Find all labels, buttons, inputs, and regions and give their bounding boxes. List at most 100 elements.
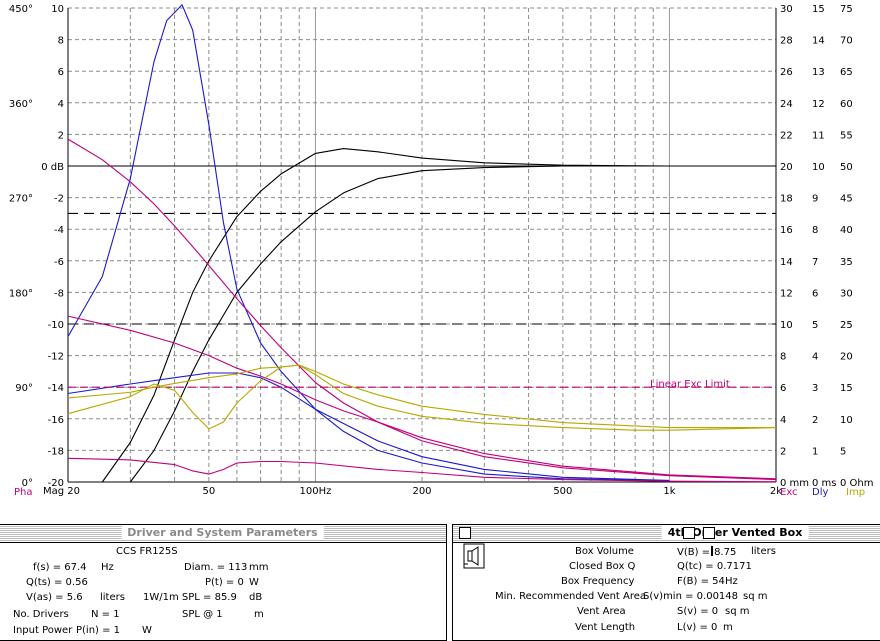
tick-label-phase: 270° xyxy=(9,194,33,205)
tick-label-magnitude: 6 xyxy=(58,67,64,78)
min-vent-area-value: S(v)min = 0.00148 xyxy=(643,591,739,602)
spl-1w1m-field[interactable]: 1W/1m SPL = 85.9 xyxy=(143,592,237,603)
tick-label-right-0: 24 xyxy=(780,99,793,110)
tick-label-magnitude: -20 xyxy=(48,478,64,489)
tick-label-magnitude: 10 xyxy=(51,4,64,15)
tick-label-right-0: 2 xyxy=(780,446,786,457)
input-power-field[interactable]: P(in) = 1 xyxy=(76,625,121,636)
tick-label-right-0: 30 xyxy=(780,4,793,15)
close-box-icon[interactable] xyxy=(459,527,471,539)
tick-label-right-0: 4 xyxy=(780,415,786,426)
tick-label-right-0: 6 xyxy=(780,383,786,394)
tick-label-magnitude: -14 xyxy=(48,383,64,394)
vent-length-label: Vent Length xyxy=(575,622,636,633)
box-volume-prefix: V(B) = xyxy=(677,547,711,558)
tick-label-magnitude: -12 xyxy=(48,352,64,363)
tick-label-magnitude: -4 xyxy=(54,225,64,236)
tick-label-magnitude: -2 xyxy=(54,194,64,205)
no-drivers-field[interactable]: N = 1 xyxy=(91,609,120,620)
tick-label-right-2: 70 xyxy=(840,36,853,47)
tick-label-right-0: 22 xyxy=(780,130,793,141)
tick-label-right-1: 6 xyxy=(812,288,818,299)
collapse-box-icon[interactable] xyxy=(703,527,715,539)
vent-area-label: Vent Area xyxy=(577,606,626,617)
tick-label-phase: 180° xyxy=(9,288,33,299)
tick-label-x: 50 xyxy=(203,486,216,497)
tick-label-right-1: 7 xyxy=(812,257,818,268)
tick-label-right-2: 75 xyxy=(840,4,853,15)
vented-box-title: 4th Order Vented Box xyxy=(661,526,809,539)
tick-label-right-1: 3 xyxy=(812,383,818,394)
annotation-linear-exc-limit: Linear Exc Limit xyxy=(650,379,730,390)
speaker-box-icon xyxy=(463,543,485,569)
vented-box-titlebar[interactable]: 4th Order Vented Box xyxy=(453,525,880,543)
tick-label-right-2: 45 xyxy=(840,194,853,205)
tick-label-right-1: 12 xyxy=(812,99,825,110)
vas-field[interactable]: V(as) = 5.6 xyxy=(26,592,83,603)
box-volume-unit: liters xyxy=(751,546,776,557)
tick-label-right-0: 16 xyxy=(780,225,793,236)
series-line-excursion-7 xyxy=(67,138,777,481)
no-drivers-label: No. Drivers xyxy=(13,609,69,620)
box-volume-label: Box Volume xyxy=(575,546,634,557)
driver-parameters-titlebar[interactable]: Driver and System Parameters xyxy=(0,525,446,543)
vent-length-field[interactable]: L(v) = 0 xyxy=(677,622,718,633)
tick-label-right-2: 0 Ohm xyxy=(840,478,874,489)
tick-label-magnitude: -10 xyxy=(48,320,64,331)
axis-label-delay: Dly xyxy=(812,487,828,498)
fs-unit: Hz xyxy=(101,562,114,573)
tick-label-right-2: 50 xyxy=(840,162,853,173)
series-line-magnitude-0 xyxy=(68,148,670,483)
diam-unit: mm xyxy=(249,562,269,573)
series-line-delay-5 xyxy=(67,4,670,482)
qts-field[interactable]: Q(ts) = 0.56 xyxy=(26,577,88,588)
series-line-excursion-8 xyxy=(67,315,777,480)
zoom-box-icon[interactable] xyxy=(683,527,695,539)
series-line-impedance-12 xyxy=(67,364,776,429)
tick-label-right-0: 20 xyxy=(780,162,793,173)
fs-field[interactable]: f(s) = 67.4 xyxy=(33,562,87,573)
tick-label-right-2: 5 xyxy=(840,446,846,457)
vent-length-unit: m xyxy=(723,622,733,633)
chart-plot-area xyxy=(67,4,777,483)
tick-label-x: 2k xyxy=(770,486,782,497)
series-line-magnitude-1 xyxy=(68,165,670,483)
tick-label-right-1: 13 xyxy=(812,67,825,78)
driver-parameters-window[interactable]: Driver and System Parameters CCS FR125S … xyxy=(0,524,447,641)
tick-label-right-1: 4 xyxy=(812,352,818,363)
tick-label-right-2: 25 xyxy=(840,320,853,331)
tick-label-phase: 0° xyxy=(22,478,33,489)
tick-label-magnitude: -18 xyxy=(48,446,64,457)
tick-label-right-2: 35 xyxy=(840,257,853,268)
tick-label-magnitude: 2 xyxy=(58,130,64,141)
box-volume-value[interactable]: 8.75 xyxy=(714,547,737,558)
box-frequency-field[interactable]: F(B) = 54 xyxy=(677,576,725,587)
tick-label-right-2: 15 xyxy=(840,383,853,394)
box-volume-field[interactable]: V(B) = 8.75 xyxy=(677,546,736,558)
spl-at-field[interactable]: SPL @ 1 xyxy=(182,609,223,620)
tick-label-right-2: 60 xyxy=(840,99,853,110)
min-vent-area-unit: sq m xyxy=(743,591,768,602)
tick-label-right-1: 9 xyxy=(812,194,818,205)
tick-label-magnitude: 8 xyxy=(58,36,64,47)
diam-field[interactable]: Diam. = 113 xyxy=(184,562,248,573)
driver-parameters-title: Driver and System Parameters xyxy=(121,526,324,539)
tick-label-right-0: 28 xyxy=(780,36,793,47)
tick-label-right-2: 20 xyxy=(840,352,853,363)
input-power-label: Input Power xyxy=(13,625,73,636)
tick-label-right-2: 40 xyxy=(840,225,853,236)
pt-unit: W xyxy=(249,577,259,588)
series-line-excursion-9 xyxy=(67,457,777,483)
tick-label-right-1: 5 xyxy=(812,320,818,331)
tick-label-right-1: 0 ms xyxy=(812,478,837,489)
tick-label-magnitude: -6 xyxy=(54,257,64,268)
series-line-delay-6 xyxy=(67,372,670,481)
vas-unit: liters xyxy=(100,592,125,603)
vent-area-field[interactable]: S(v) = 0 xyxy=(677,606,719,617)
tick-label-x: Mag 20 xyxy=(43,486,80,497)
pt-field[interactable]: P(t) = 0 xyxy=(205,577,244,588)
vented-box-window[interactable]: 4th Order Vented Box Box Volume V(B) = 8.… xyxy=(452,524,880,641)
min-vent-area-label: Min. Recommended Vent Area xyxy=(495,591,647,602)
driver-name: CCS FR125S xyxy=(116,546,178,557)
